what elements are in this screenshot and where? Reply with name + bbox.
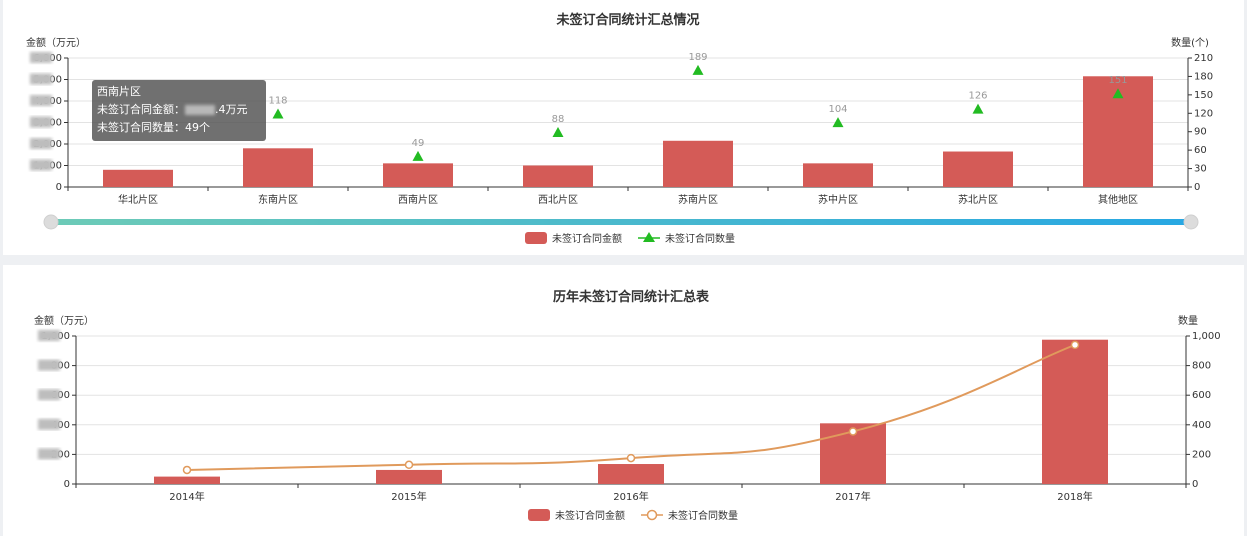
masked-tick-overlay — [30, 138, 52, 149]
y-left-tick-label: 400 — [51, 420, 70, 431]
legend-swatch-amount — [528, 509, 550, 521]
tooltip-count: 未签订合同数量：49个 — [97, 121, 210, 134]
masked-tick-overlay — [30, 116, 52, 128]
data-label: 126 — [968, 91, 987, 102]
triangle-marker — [552, 126, 564, 137]
triangle-marker — [832, 117, 844, 128]
bar — [383, 163, 453, 187]
x-tick-label: 西北片区 — [538, 193, 578, 206]
tooltip-title: 西南片区 — [97, 85, 141, 98]
y-left-tick-label: 0 — [64, 479, 70, 490]
bar — [943, 151, 1013, 187]
triangle-marker — [1112, 88, 1124, 99]
x-tick-label: 2017年 — [835, 490, 870, 503]
y-right-tick-label: 120 — [1194, 108, 1213, 119]
y-right-tick-label: 0 — [1192, 479, 1198, 490]
line-point — [182, 465, 192, 475]
x-tick-label: 2016年 — [613, 490, 648, 503]
line-point — [404, 460, 414, 470]
line-point — [1070, 340, 1080, 350]
y-right-tick-label: 200 — [1192, 449, 1211, 460]
y-left-tick-label: 200 — [51, 449, 70, 460]
y-right-tick-label: 600 — [1192, 390, 1211, 401]
masked-tick-overlay — [38, 418, 60, 430]
bar — [243, 148, 313, 187]
y-axis-left-label: 金额（万元） — [34, 314, 94, 327]
data-label: 49 — [412, 138, 425, 149]
datazoom-range — [51, 219, 1191, 225]
masked-tick-overlay — [38, 330, 60, 341]
bar — [103, 169, 173, 187]
chart-title: 历年未签订合同统计汇总表 — [553, 289, 710, 305]
x-tick-label: 2014年 — [169, 490, 204, 503]
bar — [523, 165, 593, 187]
legend-label-amount: 未签订合同金额 — [555, 509, 625, 522]
chart-tooltip: 西南片区 未签订合同金额： .4万元 未签订合同数量：49个 — [92, 80, 266, 141]
x-tick-label: 其他地区 — [1098, 193, 1138, 206]
y-axis-left-label: 金额（万元） — [26, 36, 86, 49]
y-right-tick-label: 400 — [1192, 420, 1211, 431]
bar — [663, 140, 733, 187]
y-right-tick-label: 180 — [1194, 71, 1213, 82]
y-right-tick-label: 0 — [1194, 182, 1200, 193]
bar — [376, 469, 442, 484]
triangle-marker — [972, 103, 984, 114]
legend-swatch-amount — [525, 232, 547, 244]
x-tick-label: 2018年 — [1057, 490, 1092, 503]
triangle-marker — [412, 150, 424, 161]
y-axis-right-label: 数量(个) — [1171, 36, 1209, 49]
data-label: 104 — [828, 104, 847, 115]
masked-tick-overlay — [30, 52, 52, 63]
triangle-marker — [272, 108, 284, 119]
data-label: 118 — [268, 96, 287, 107]
x-tick-label: 苏北片区 — [958, 193, 998, 206]
data-label: 88 — [552, 114, 565, 125]
x-tick-label: 华北片区 — [118, 193, 158, 206]
bar — [154, 476, 220, 484]
masked-tick-overlay — [30, 159, 52, 171]
chart-title: 未签订合同统计汇总情况 — [555, 12, 699, 28]
masked-tick-overlay — [38, 359, 60, 371]
bar — [803, 163, 873, 187]
line-point — [626, 453, 636, 463]
legend-label-count: 未签订合同数量 — [665, 232, 735, 245]
x-tick-label: 西南片区 — [398, 193, 438, 206]
x-tick-label: 东南片区 — [258, 193, 298, 206]
chart-panel-regions: 未签订合同统计汇总情况金额（万元）数量(个)01,0002,0003,0004,… — [3, 0, 1244, 255]
x-tick-label: 2015年 — [391, 490, 426, 503]
legend-marker-count — [643, 232, 655, 242]
x-tick-label: 苏南片区 — [678, 193, 718, 206]
y-right-tick-label: 210 — [1194, 53, 1213, 64]
masked-tick-overlay — [38, 389, 60, 401]
bar — [1042, 339, 1108, 484]
masked-tick-overlay — [38, 448, 60, 460]
data-label: 189 — [688, 52, 707, 63]
tooltip-amount: 未签订合同金额： .4万元 — [97, 103, 248, 116]
legend-marker-count — [646, 509, 658, 521]
y-right-tick-label: 150 — [1194, 90, 1213, 101]
bar — [598, 464, 664, 484]
y-right-tick-label: 800 — [1192, 361, 1211, 372]
line-point — [848, 427, 858, 436]
x-tick-label: 苏中片区 — [818, 193, 858, 206]
datazoom-handle-left[interactable] — [43, 214, 59, 230]
y-right-tick-label: 60 — [1194, 145, 1207, 156]
datazoom-handle-right[interactable] — [1183, 214, 1199, 230]
masked-tick-overlay — [30, 73, 52, 85]
y-right-tick-label: 30 — [1194, 164, 1207, 175]
y-left-tick-label: 800 — [51, 361, 70, 372]
y-right-tick-label: 1,000 — [1192, 331, 1221, 342]
y-left-tick-label: 600 — [51, 390, 70, 401]
series-line — [186, 343, 1076, 471]
y-left-tick-label: 0 — [56, 182, 62, 193]
data-label: 151 — [1108, 75, 1127, 86]
masked-tick-overlay — [30, 95, 52, 106]
y-axis-right-label: 数量 — [1178, 314, 1198, 327]
legend-label-amount: 未签订合同金额 — [552, 232, 622, 245]
triangle-marker — [692, 64, 704, 75]
legend-label-count: 未签订合同数量 — [668, 509, 738, 522]
y-right-tick-label: 90 — [1194, 127, 1207, 138]
